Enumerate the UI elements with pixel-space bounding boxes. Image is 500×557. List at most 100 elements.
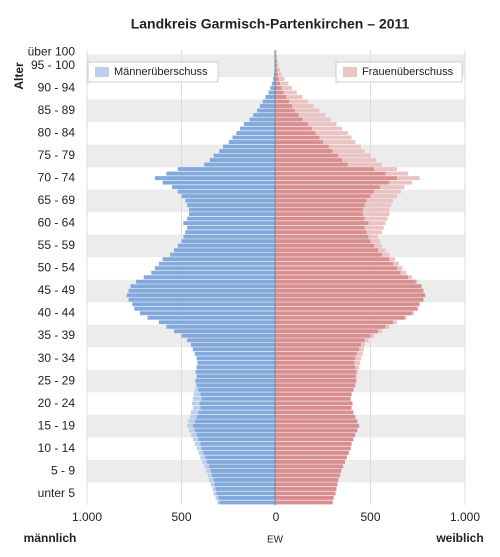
- surplus-bar: [389, 257, 396, 262]
- surplus-bar: [374, 167, 397, 172]
- bar: [276, 477, 339, 482]
- bar: [276, 306, 418, 311]
- bar: [196, 432, 276, 437]
- bar: [276, 59, 277, 63]
- surplus-bar: [356, 369, 359, 374]
- bar: [197, 360, 276, 365]
- bar: [199, 401, 276, 406]
- y-tick-label: 55 - 59: [38, 238, 76, 252]
- bar: [276, 279, 416, 284]
- surplus-bar: [276, 54, 277, 59]
- bar: [196, 374, 276, 379]
- y-tick-label: 5 - 9: [51, 463, 75, 477]
- surplus-bar: [354, 360, 361, 365]
- y-axis-label: Alter: [12, 62, 26, 90]
- bar: [172, 185, 276, 190]
- bar: [126, 293, 276, 298]
- surplus-bar: [276, 63, 279, 68]
- surplus-bar: [200, 455, 206, 460]
- bar: [276, 72, 278, 77]
- y-tick-label: 30 - 34: [38, 351, 76, 365]
- y-tick-label: 45 - 49: [38, 283, 76, 297]
- surplus-bar: [364, 203, 392, 208]
- bar: [276, 113, 299, 117]
- bar: [207, 459, 276, 464]
- bar: [196, 414, 276, 419]
- surplus-bar: [280, 81, 289, 86]
- surplus-bar: [195, 383, 197, 388]
- surplus-bar: [366, 198, 394, 203]
- x-tick-label: 1.000: [72, 510, 102, 524]
- surplus-bar: [191, 401, 200, 406]
- bar: [134, 306, 276, 311]
- bar: [276, 162, 348, 167]
- bar: [276, 252, 382, 257]
- surplus-bar: [190, 432, 197, 437]
- bar: [276, 329, 379, 334]
- bar: [276, 495, 334, 500]
- legend-label: Männerüberschuss: [114, 66, 208, 78]
- bar: [189, 207, 276, 212]
- bar: [276, 482, 338, 487]
- bar: [276, 293, 426, 298]
- bar: [200, 392, 276, 397]
- bar: [185, 230, 276, 235]
- legend-box: [87, 61, 219, 83]
- y-tick-label: 40 - 44: [38, 306, 76, 320]
- bar: [276, 302, 420, 307]
- bar: [276, 180, 390, 185]
- surplus-bar: [206, 468, 211, 473]
- surplus-bar: [415, 279, 418, 284]
- y-tick-label: unter 5: [38, 486, 76, 500]
- bar: [194, 419, 276, 424]
- bar: [276, 387, 354, 392]
- bar: [198, 387, 276, 392]
- y-tick-label: 80 - 84: [38, 126, 76, 140]
- bar: [276, 351, 358, 356]
- bar: [183, 221, 276, 226]
- bar: [276, 95, 287, 99]
- bar: [276, 239, 371, 244]
- bar: [276, 131, 316, 135]
- legend-swatch: [95, 67, 109, 77]
- surplus-bar: [404, 315, 407, 320]
- bar: [276, 90, 284, 95]
- surplus-bar: [393, 320, 397, 325]
- bar: [151, 270, 276, 275]
- surplus-bar: [361, 342, 365, 347]
- bar: [276, 360, 355, 365]
- surplus-bar: [189, 428, 195, 433]
- surplus-bar: [385, 171, 409, 176]
- bar: [177, 243, 276, 248]
- bar: [276, 369, 357, 374]
- x-axis-label: EW: [267, 535, 284, 546]
- surplus-bar: [370, 333, 375, 338]
- surplus-bar: [277, 68, 281, 72]
- x-tick-label: 0: [273, 510, 280, 524]
- legend-box: [335, 61, 463, 83]
- surplus-bar: [198, 450, 204, 455]
- bar: [276, 473, 341, 478]
- surplus-bar: [364, 338, 369, 343]
- bar: [155, 176, 276, 181]
- surplus-bar: [368, 234, 379, 239]
- bar: [276, 428, 358, 433]
- bar: [276, 99, 290, 104]
- y-tick-label: über 100: [28, 44, 76, 58]
- bar: [181, 239, 276, 244]
- bar: [276, 68, 278, 72]
- bar: [173, 329, 276, 334]
- bar: [276, 324, 386, 329]
- bar: [268, 90, 276, 95]
- surplus-bar: [378, 248, 386, 253]
- bar: [201, 396, 276, 401]
- bar: [253, 113, 276, 117]
- surplus-bar: [332, 149, 365, 154]
- surplus-bar: [355, 356, 362, 361]
- bar: [276, 261, 394, 266]
- bar: [228, 140, 276, 145]
- y-tick-label: 15 - 19: [38, 418, 76, 432]
- x-tick-label: 1.000: [450, 510, 480, 524]
- bar: [213, 477, 276, 482]
